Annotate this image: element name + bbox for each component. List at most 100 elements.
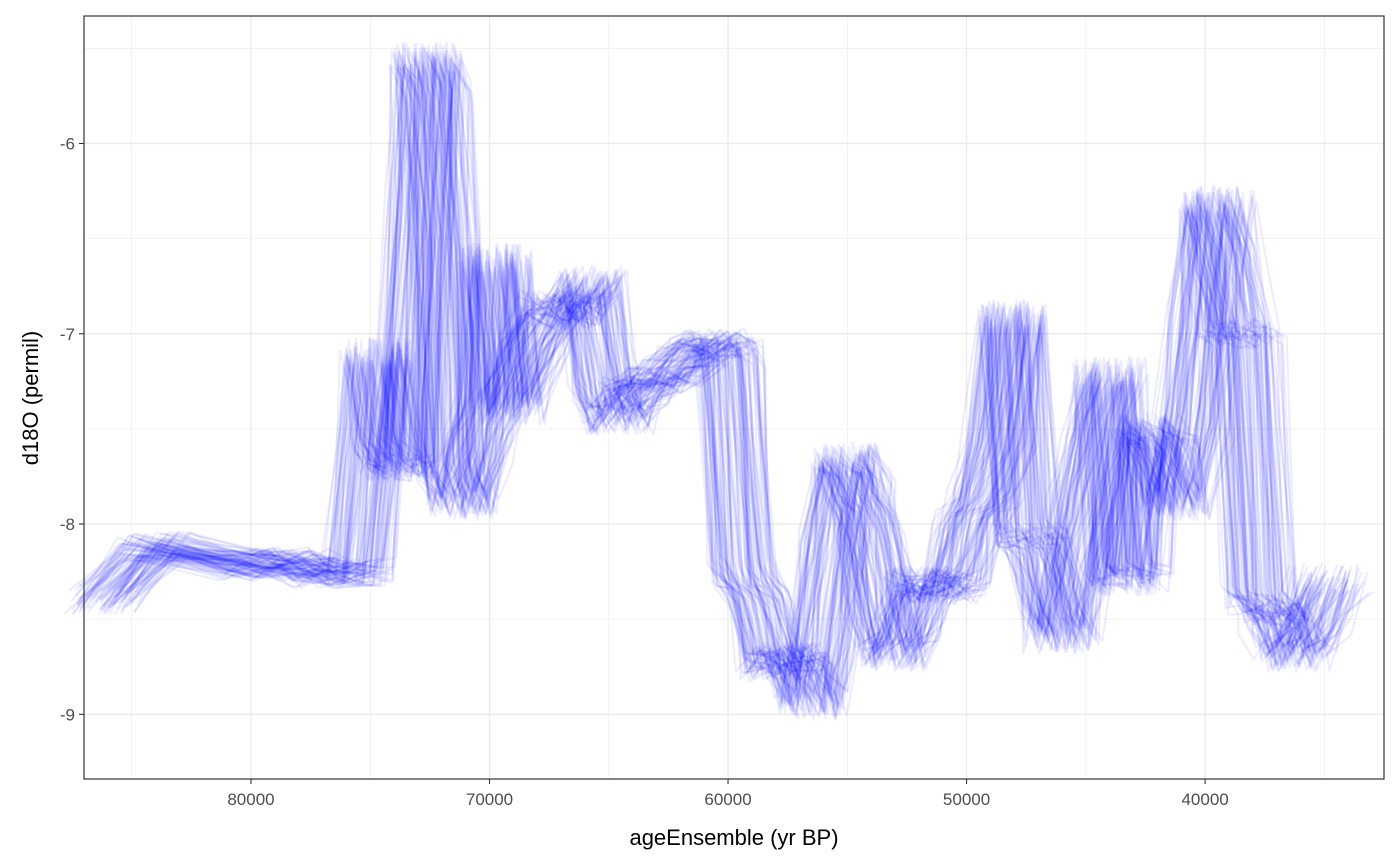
- ensemble-line: [126, 49, 1350, 719]
- ensemble-line: [106, 56, 1350, 713]
- x-tick-label: 80000: [227, 790, 274, 809]
- ensemble-line: [110, 68, 1337, 712]
- ensemble-line: [115, 70, 1360, 709]
- ensemble-line: [129, 53, 1356, 696]
- ensemble-line: [108, 44, 1341, 715]
- y-axis-title: d18O (permil): [18, 331, 43, 465]
- ensemble-line: [94, 48, 1313, 707]
- ensemble-line: [70, 53, 1318, 716]
- ensemble-line: [125, 54, 1345, 703]
- ensemble-line: [135, 71, 1369, 693]
- ensemble-line: [143, 56, 1347, 693]
- ensemble-line: [119, 51, 1347, 721]
- ensemble-line: [128, 42, 1351, 697]
- ensemble-line: [70, 55, 1314, 714]
- ensemble-line: [93, 63, 1315, 706]
- y-axis: -6 -7 -8 -9: [60, 134, 84, 724]
- ensemble-line: [112, 53, 1337, 713]
- ensemble-line: [77, 63, 1291, 706]
- ensemble-line: [138, 53, 1355, 706]
- ensemble-line: [96, 42, 1296, 692]
- ensemble-line: [124, 41, 1336, 704]
- ensemble-line: [102, 58, 1307, 700]
- ensemble-line: [112, 49, 1335, 708]
- ensemble-line: [71, 52, 1311, 710]
- ensemble-line: [101, 48, 1327, 705]
- ensemble-line: [76, 63, 1296, 704]
- ensemble-line: [108, 51, 1346, 698]
- ensemble-line: [124, 52, 1332, 697]
- y-tick-label: -9: [60, 705, 75, 724]
- x-tick-label: 50000: [943, 790, 990, 809]
- ensemble-line: [74, 46, 1310, 711]
- ensemble-line: [114, 55, 1330, 703]
- ensemble-line: [136, 42, 1359, 720]
- ensemble-line: [64, 65, 1318, 701]
- ensemble-line: [99, 49, 1324, 708]
- ensemble-line: [122, 62, 1366, 691]
- ensemble-line: [102, 70, 1324, 706]
- ensemble-line: [130, 63, 1371, 717]
- y-tick-label: -7: [60, 325, 75, 344]
- ensemble-line: [123, 69, 1345, 694]
- ensemble-lines: [64, 41, 1375, 721]
- ensemble-line: [134, 50, 1362, 703]
- ensemble-line: [117, 41, 1349, 702]
- ensemble-line: [88, 65, 1323, 703]
- ensemble-line: [111, 51, 1350, 707]
- ensemble-line: [142, 57, 1347, 697]
- ensemble-line: [98, 62, 1343, 719]
- ensemble-line: [103, 71, 1316, 696]
- ensemble-line: [139, 65, 1360, 716]
- ensemble-line: [79, 55, 1322, 698]
- ensemble-line: [68, 43, 1316, 707]
- ensemble-line: [112, 59, 1348, 693]
- ensemble-line: [86, 43, 1309, 707]
- ensemble-line: [77, 50, 1330, 715]
- ensemble-line: [99, 51, 1300, 720]
- ensemble-line: [115, 68, 1347, 696]
- ensemble-line: [118, 63, 1325, 719]
- ensemble-line: [100, 67, 1327, 699]
- ensemble-line: [106, 46, 1330, 703]
- ensemble-line: [98, 51, 1337, 721]
- ensemble-line: [99, 63, 1334, 716]
- ensemble-line: [90, 43, 1304, 718]
- ensemble-line: [102, 60, 1323, 712]
- ensemble-line: [76, 47, 1288, 692]
- ensemble-line: [76, 50, 1313, 714]
- ensemble-line: [115, 45, 1348, 705]
- ensemble-line: [119, 51, 1339, 713]
- ensemble-line: [118, 61, 1351, 715]
- ensemble-line: [113, 57, 1330, 700]
- x-tick-label: 60000: [704, 790, 751, 809]
- ensemble-line: [111, 55, 1343, 695]
- ensemble-line: [78, 49, 1305, 700]
- ensemble-line: [129, 61, 1375, 716]
- ensemble-line: [125, 49, 1344, 697]
- ensemble-line: [84, 56, 1294, 699]
- ensemble-line: [120, 59, 1346, 717]
- ensemble-line: [88, 69, 1319, 712]
- ensemble-line: [98, 63, 1310, 694]
- y-tick-label: -6: [60, 134, 75, 153]
- ensemble-line: [108, 60, 1326, 703]
- ensemble-line: [127, 49, 1339, 693]
- ensemble-line: [120, 63, 1343, 716]
- ensemble-line: [77, 41, 1310, 706]
- plot-border: [83, 15, 1385, 780]
- ensemble-line: [120, 41, 1327, 693]
- ensemble-line: [100, 46, 1319, 714]
- ensemble-line: [133, 70, 1353, 704]
- ensemble-line: [79, 63, 1310, 699]
- ensemble-line: [96, 60, 1320, 706]
- ensemble-line: [78, 64, 1308, 704]
- ensemble-line: [79, 51, 1306, 698]
- x-tick-label: 40000: [1181, 790, 1228, 809]
- ensemble-line: [121, 57, 1363, 710]
- x-axis: 80000 70000 60000 50000 40000: [227, 779, 1229, 809]
- ensemble-line: [91, 65, 1311, 700]
- ensemble-line: [121, 65, 1350, 710]
- grid-major: [84, 16, 1384, 779]
